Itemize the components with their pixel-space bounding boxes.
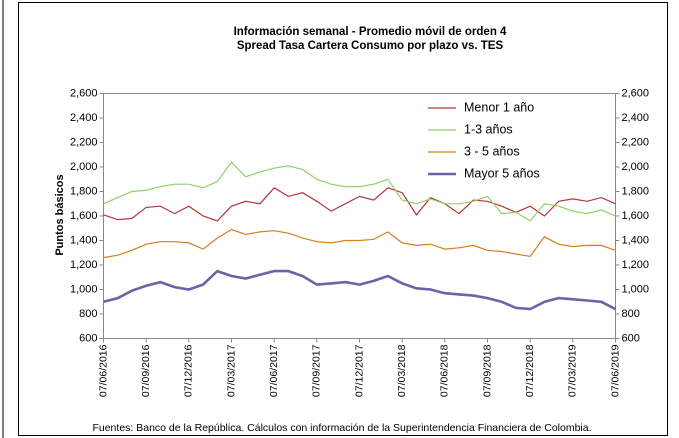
y-tick-label: 800 [79,308,97,320]
x-tick-label: 07/06/2018 [439,344,451,397]
plot-border [103,93,616,339]
y-tick-label: 1,800 [70,185,98,197]
x-tick-label: 07/12/2018 [524,344,536,397]
y2-tick-label: 2,200 [622,136,650,148]
series-line [103,187,616,222]
y2-tick-label: 2,000 [622,161,650,173]
y2-tick-label: 800 [622,308,640,320]
y2-tick-label: 1,600 [622,210,650,222]
x-tick-label: 07/03/2018 [396,344,408,397]
chart-title: Información semanal - Promedio móvil de … [234,26,507,38]
y2-tick-label: 600 [622,332,640,344]
x-tick-label: 07/09/2017 [311,344,323,397]
footer: Fuentes: Banco de la República. Cálculos… [92,422,591,434]
series-line [103,161,616,222]
y-tick-label: 2,200 [70,136,98,148]
y2-tick-label: 2,400 [622,112,650,124]
x-tick-label: 07/06/2017 [268,344,280,397]
legend-label: 1-3 años [464,122,513,136]
legend-label: 3 - 5 años [464,144,520,158]
chart-subtitle: Spread Tasa Cartera Consumo por plazo vs… [237,40,504,52]
y2-tick-label: 1,000 [622,283,650,295]
y-tick-label: 1,400 [70,234,98,246]
y2-tick-label: 1,400 [622,234,650,246]
series-line [103,228,616,259]
y-tick-label: 600 [79,332,97,344]
legend-label: Menor 1 año [464,100,534,114]
x-tick-label: 07/12/2017 [353,344,365,397]
x-tick-label: 07/06/2016 [97,344,109,397]
x-tick-label: 07/12/2016 [183,344,195,397]
y2-tick-label: 2,600 [622,87,650,99]
x-tick-label: 07/03/2017 [225,344,237,397]
y-tick-label: 2,400 [70,112,98,124]
chart-border [18,2,668,436]
x-tick-label: 07/06/2019 [609,344,621,397]
legend-label: Mayor 5 años [464,166,540,180]
y-tick-label: 2,000 [70,161,98,173]
series-line [103,269,617,311]
y2-tick-label: 1,800 [622,185,650,197]
y-tick-label: 1,000 [70,283,98,295]
x-tick-label: 07/03/2019 [567,344,579,397]
y-tick-label: 1,600 [70,210,98,222]
x-tick-label: 07/09/2018 [481,344,493,397]
y-tick-label: 1,200 [70,259,98,271]
x-tick-label: 07/09/2016 [140,344,152,397]
y2-tick-label: 1,200 [622,259,650,271]
y-axis-label: Puntos básicos [54,174,66,255]
y-tick-label: 2,600 [70,87,98,99]
